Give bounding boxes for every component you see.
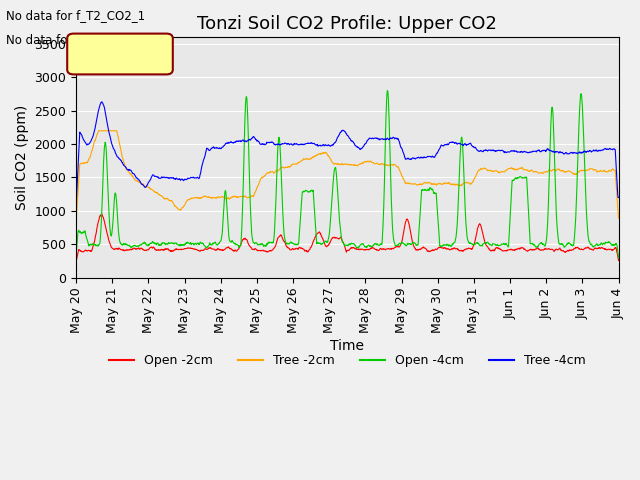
Tree -2cm: [137, 180, 145, 186]
Open -4cm: [383, 88, 391, 94]
X-axis label: Time: Time: [330, 339, 364, 353]
Tree -2cm: [95, 128, 103, 133]
Title: Tonzi Soil CO2 Profile: Upper CO2: Tonzi Soil CO2 Profile: Upper CO2: [197, 15, 497, 33]
Text: TZ_soilco2: TZ_soilco2: [80, 51, 153, 64]
Tree -4cm: [614, 195, 622, 201]
Open -4cm: [614, 255, 622, 261]
Line: Open -4cm: Open -4cm: [76, 91, 618, 258]
Tree -2cm: [614, 215, 622, 221]
Text: No data for f_T2_CO2_2: No data for f_T2_CO2_2: [6, 33, 145, 46]
Line: Open -2cm: Open -2cm: [76, 214, 618, 262]
Open -4cm: [314, 240, 321, 245]
Open -2cm: [381, 247, 389, 252]
Y-axis label: Soil CO2 (ppm): Soil CO2 (ppm): [15, 105, 29, 210]
Open -2cm: [72, 259, 80, 264]
Tree -4cm: [314, 143, 322, 149]
Open -4cm: [381, 165, 388, 170]
Tree -2cm: [324, 152, 332, 158]
Tree -2cm: [115, 135, 122, 141]
Tree -2cm: [381, 162, 389, 168]
Text: No data for f_T2_CO2_1: No data for f_T2_CO2_1: [6, 9, 145, 22]
Open -2cm: [98, 211, 106, 217]
Open -2cm: [137, 246, 145, 252]
Tree -4cm: [115, 155, 122, 160]
Open -4cm: [72, 252, 80, 257]
Tree -4cm: [137, 180, 145, 185]
Open -4cm: [303, 188, 310, 193]
Legend: Open -2cm, Tree -2cm, Open -4cm, Tree -4cm: Open -2cm, Tree -2cm, Open -4cm, Tree -4…: [104, 349, 591, 372]
Open -2cm: [115, 246, 122, 252]
Tree -4cm: [98, 99, 106, 105]
Tree -4cm: [324, 143, 332, 148]
Tree -4cm: [72, 195, 80, 201]
Open -2cm: [303, 248, 310, 254]
Line: Tree -2cm: Tree -2cm: [76, 131, 618, 220]
Open -4cm: [323, 240, 331, 245]
Open -2cm: [314, 230, 322, 236]
Tree -4cm: [303, 141, 310, 146]
Tree -2cm: [314, 152, 322, 157]
Open -2cm: [614, 258, 622, 264]
Tree -2cm: [72, 217, 80, 223]
Tree -4cm: [381, 136, 389, 142]
Open -4cm: [136, 242, 144, 248]
Open -4cm: [115, 224, 122, 229]
Line: Tree -4cm: Tree -4cm: [76, 102, 618, 198]
Tree -2cm: [303, 156, 310, 161]
Open -2cm: [324, 242, 332, 248]
